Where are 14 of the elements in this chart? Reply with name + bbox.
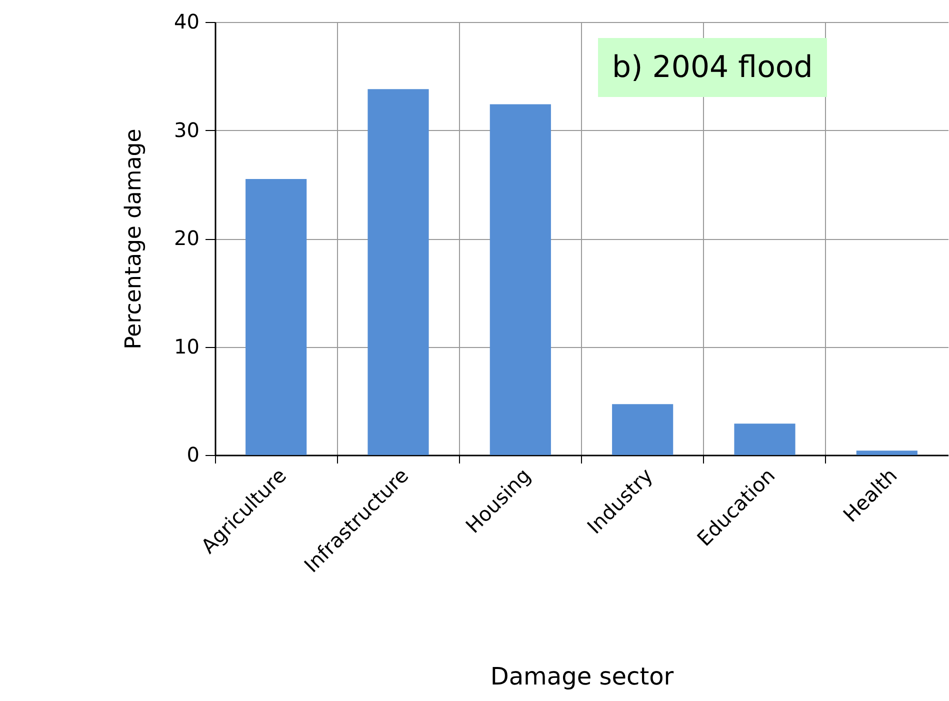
bar: [368, 89, 429, 455]
bar: [246, 178, 307, 455]
y-tick-label: 10: [174, 334, 200, 358]
note-box: b) 2004 flood: [598, 38, 827, 97]
x-axis-title: Damage sector: [490, 662, 674, 690]
bar: [856, 450, 918, 455]
bar: [734, 424, 796, 455]
bar: [490, 104, 551, 455]
y-tick-label: 20: [174, 226, 200, 250]
y-tick-label: 30: [174, 118, 200, 142]
y-tick-label: 0: [186, 442, 200, 466]
y-axis-title: Percentage damage: [122, 128, 146, 350]
bar: [612, 404, 674, 455]
y-tick-label: 40: [174, 10, 200, 34]
